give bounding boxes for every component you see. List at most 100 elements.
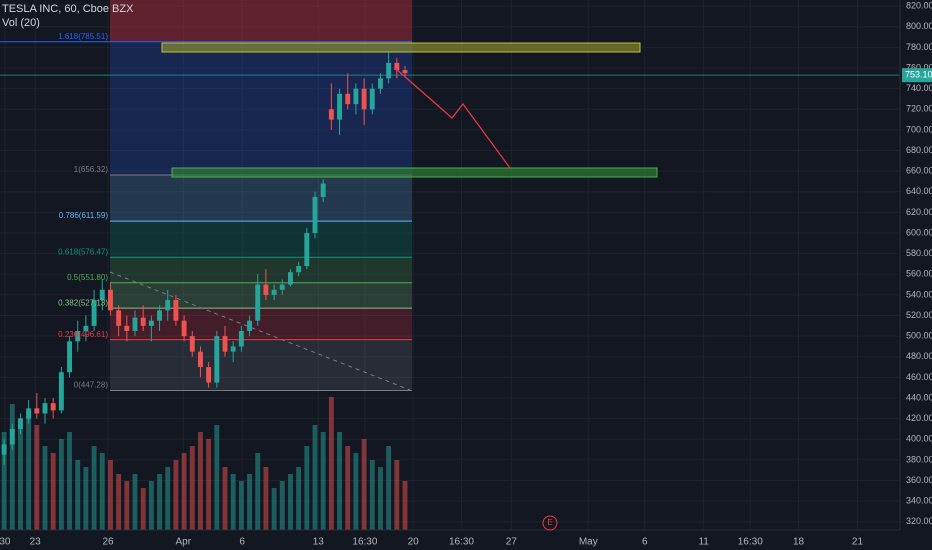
candle-body — [50, 403, 56, 411]
grid — [0, 0, 900, 530]
volume-bar — [263, 467, 269, 530]
volume-bar — [304, 446, 310, 530]
y-tick-label: 820.00 — [906, 1, 932, 11]
last-price-label: 753.10 — [905, 70, 932, 80]
candle-body — [263, 284, 269, 295]
volume-bar — [9, 404, 15, 530]
fib-zone — [110, 41, 412, 175]
volume-bar — [148, 481, 154, 530]
volume-bar — [189, 446, 195, 530]
volume-bar — [361, 439, 367, 530]
trend-line — [109, 271, 411, 391]
chart-title: TESLA INC, 60, Cboe BZX — [2, 3, 134, 15]
volume-bar — [18, 418, 23, 530]
candle-body — [67, 341, 72, 373]
x-tick-label: 23 — [30, 537, 42, 548]
fib-zone — [110, 0, 412, 42]
support-box — [171, 167, 658, 178]
candle-body — [353, 88, 359, 105]
y-tick-label: 420.00 — [906, 413, 932, 423]
volume-bar — [83, 467, 89, 530]
x-tick-label: 6 — [642, 537, 648, 548]
volume-bar — [369, 460, 375, 530]
y-tick-label: 340.00 — [906, 496, 932, 506]
candle-body — [320, 183, 326, 197]
volume-bar — [288, 474, 293, 530]
fib-labels: 1.618(785.51) 1(656.32) 0.786(611.59) 0.618… — [58, 32, 108, 390]
x-tick-label: 27 — [506, 537, 518, 548]
candle-body — [402, 70, 408, 74]
y-tick-label: 400.00 — [906, 434, 932, 444]
volume-bar — [386, 446, 392, 530]
candle-body — [42, 403, 48, 414]
x-tick-label: 16:30 — [738, 537, 763, 548]
volume-bar — [238, 481, 244, 530]
volume — [1, 397, 408, 530]
y-tick-label: 600.00 — [906, 227, 932, 237]
y-tick-label: 520.00 — [906, 310, 932, 320]
candle-body — [361, 88, 367, 110]
volume-bar — [34, 425, 40, 530]
volume-bar — [165, 467, 171, 530]
candle-body — [9, 428, 15, 445]
candle-body — [271, 289, 277, 295]
y-tick-label: 740.00 — [906, 83, 932, 93]
fib-label: 0.382(527.13) — [58, 298, 108, 307]
fib-zone — [110, 339, 412, 391]
volume-bar — [157, 474, 162, 530]
volume-bar — [402, 481, 408, 530]
price-axis — [900, 0, 932, 550]
candle-body — [345, 93, 351, 105]
x-tick-label: 16:30 — [449, 537, 474, 548]
candle-body — [222, 336, 228, 352]
fib-label: 1(656.32) — [74, 165, 109, 174]
candle-body — [148, 320, 154, 326]
candle-body — [247, 320, 252, 331]
candle-body — [337, 93, 342, 120]
y-tick-label: 700.00 — [906, 124, 932, 134]
y-tick-label: 780.00 — [906, 42, 932, 52]
volume-bar — [378, 467, 383, 530]
volume-bar — [124, 481, 130, 530]
y-tick-label: 620.00 — [906, 207, 932, 217]
candle-body — [214, 336, 220, 383]
candle-body — [173, 300, 179, 321]
x-tick-label: 26 — [102, 537, 114, 548]
volume-bar — [50, 453, 56, 530]
last-price-tag — [902, 68, 932, 83]
x-tick-label: 30 — [0, 537, 11, 548]
candle-body — [91, 300, 97, 326]
candle-body — [83, 325, 89, 331]
candle-body — [369, 88, 375, 110]
volume-bar — [58, 439, 64, 530]
y-tick-label: 460.00 — [906, 372, 932, 382]
volume-bar — [345, 446, 351, 530]
x-tick-label: 6 — [239, 537, 245, 548]
fib-zone — [110, 282, 412, 309]
fib-label: 0.236(496.61) — [58, 330, 108, 339]
candle-body — [18, 418, 23, 429]
y-tick-label: 380.00 — [906, 454, 932, 464]
volume-bar — [67, 432, 72, 530]
candle-body — [255, 284, 261, 321]
candle-body — [304, 233, 310, 267]
y-tick-label: 360.00 — [906, 475, 932, 485]
y-tick-label: 660.00 — [906, 166, 932, 176]
volume-bar — [91, 446, 97, 530]
event-circle — [542, 515, 558, 531]
volume-bar — [181, 453, 187, 530]
candle-body — [99, 289, 105, 301]
volume-bar — [394, 460, 400, 530]
candle-body — [328, 109, 334, 120]
candle-body — [132, 317, 138, 331]
candle-body — [394, 62, 400, 71]
volume-bar — [271, 488, 277, 530]
candle-body — [165, 300, 171, 311]
volume-bar — [247, 474, 252, 530]
candle-body — [386, 62, 392, 79]
projection-arrow — [394, 67, 511, 169]
x-tick-label: 21 — [852, 537, 864, 548]
resistance-box — [161, 42, 641, 53]
y-tick-label: 580.00 — [906, 248, 932, 258]
